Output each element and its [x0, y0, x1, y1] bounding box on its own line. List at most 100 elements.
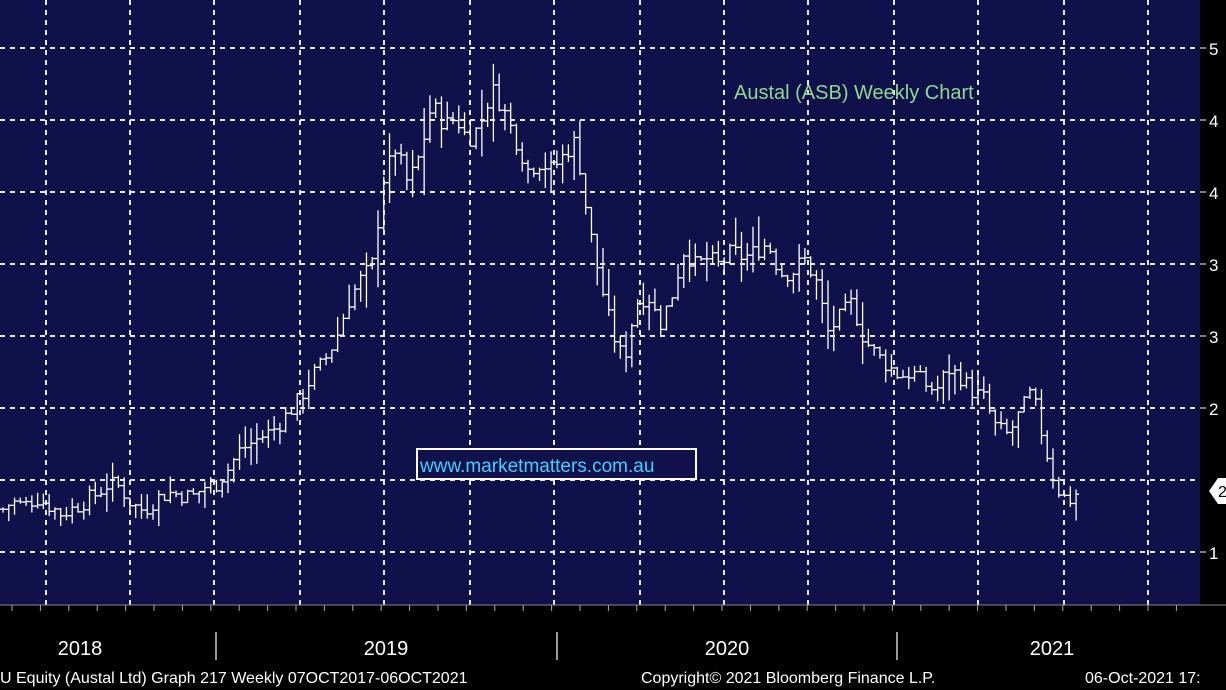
ohlc-bar [842, 293, 849, 312]
ohlc-bar [594, 233, 601, 286]
x-label-2018: 2018 [58, 638, 103, 660]
ohlc-bar [773, 248, 780, 275]
ohlc-bar [1032, 387, 1039, 406]
ohlc-bar [542, 152, 549, 188]
ohlc-bar [51, 507, 58, 520]
ohlc-bar [196, 490, 203, 504]
ohlc-bar [328, 349, 335, 363]
ohlc-bar [300, 388, 306, 414]
ohlc-bar [144, 494, 151, 519]
ohlc-bar [686, 239, 693, 283]
chart-title: Austal (ASB) Weekly Chart [734, 82, 974, 104]
ohlc-bar [1061, 494, 1068, 498]
ohlc-bar [276, 422, 283, 445]
ohlc-bar [386, 133, 393, 204]
ohlc-bar [398, 143, 405, 165]
ohlc-bar [80, 501, 87, 520]
y-tick-label: 3 [1209, 328, 1218, 347]
ohlc-bar [848, 289, 855, 315]
footer-right: 06-Oct-2021 17: [1085, 670, 1201, 687]
ohlc-bar [582, 173, 589, 215]
ohlc-bar [242, 426, 249, 458]
ohlc-bar [178, 491, 185, 506]
ohlc-bar [259, 430, 266, 443]
ohlc-bar [478, 89, 485, 157]
ohlc-bar [975, 374, 981, 401]
ohlc-bar [657, 305, 664, 335]
ohlc-bar [450, 112, 456, 125]
ohlc-bar [230, 457, 237, 483]
ohlc-bar [363, 252, 370, 308]
ohlc-bar [403, 151, 410, 191]
ohlc-bar [646, 294, 653, 331]
ohlc-bar [600, 247, 606, 297]
ohlc-bar [248, 428, 255, 466]
ohlc-bar [98, 486, 105, 498]
ohlc-bar [190, 488, 197, 495]
x-label-2021: 2021 [1030, 638, 1075, 660]
footer-left: U Equity (Austal Ltd) Graph 217 Weekly 0… [0, 670, 468, 687]
ohlc-bar [23, 496, 30, 507]
ohlc-bar [155, 490, 162, 527]
ohlc-bar [34, 492, 41, 509]
ohlc-bar [334, 317, 341, 353]
ohlc-bar [46, 494, 53, 517]
ohlc-bar [305, 369, 312, 409]
ohlc-bar [801, 248, 808, 264]
watermark-text: www.marketmatters.com.au [419, 456, 654, 477]
ohlc-bar [103, 473, 110, 512]
ohlc-bar [150, 504, 156, 520]
ohlc-bar [721, 257, 728, 275]
grid-lines [0, 0, 1200, 605]
ohlc-bar [726, 243, 733, 265]
ohlc-bar [888, 354, 895, 377]
ohlc-bar [490, 63, 497, 142]
ohlc-series [0, 63, 1080, 527]
ohlc-bar [796, 244, 803, 292]
ohlc-bar [173, 490, 180, 498]
ohlc-bar [253, 423, 260, 464]
ohlc-bar [698, 255, 705, 261]
ohlc-bar [940, 370, 947, 404]
ohlc-bar [207, 477, 214, 494]
ohlc-bar [1009, 420, 1016, 446]
ohlc-bar [415, 155, 422, 171]
ohlc-bar [438, 96, 445, 149]
ohlc-bar [830, 305, 837, 352]
ohlc-bar [351, 284, 358, 311]
ohlc-bar [790, 272, 797, 294]
ohlc-bar [380, 176, 387, 231]
ohlc-bar [611, 295, 618, 353]
ohlc-bar [236, 434, 243, 470]
y-tick-label: 1 [1209, 544, 1218, 563]
ohlc-bar [536, 167, 543, 181]
ohlc-bar [11, 497, 18, 515]
ohlc-bar [409, 150, 416, 198]
ohlc-bar [859, 302, 866, 365]
ohlc-bar [421, 108, 428, 196]
ohlc-bar [761, 238, 768, 261]
ohlc-bar [755, 216, 762, 261]
ohlc-bar [980, 376, 987, 400]
ohlc-bar [715, 240, 722, 267]
ohlc-bar [1015, 411, 1022, 448]
ohlc-bar [819, 269, 826, 324]
ohlc-bar [265, 419, 272, 448]
ohlc-bar [617, 335, 624, 359]
ohlc-bar [86, 485, 93, 516]
ohlc-bar [530, 167, 537, 178]
last-price-marker: 2 [1209, 478, 1226, 504]
ohlc-bar [525, 159, 531, 184]
ohlc-bar [455, 105, 462, 134]
ohlc-bar [432, 98, 439, 118]
ohlc-bar [75, 502, 81, 513]
ohlc-bar [669, 297, 676, 307]
ohlc-bar [496, 73, 503, 112]
ohlc-bar [461, 112, 468, 136]
ohlc-bar [467, 120, 474, 147]
ohlc-bar [184, 489, 191, 504]
ohlc-bar [63, 506, 70, 521]
ohlc-bar [680, 254, 687, 289]
ohlc-bar [225, 463, 231, 494]
ohlc-bar [1038, 389, 1045, 445]
